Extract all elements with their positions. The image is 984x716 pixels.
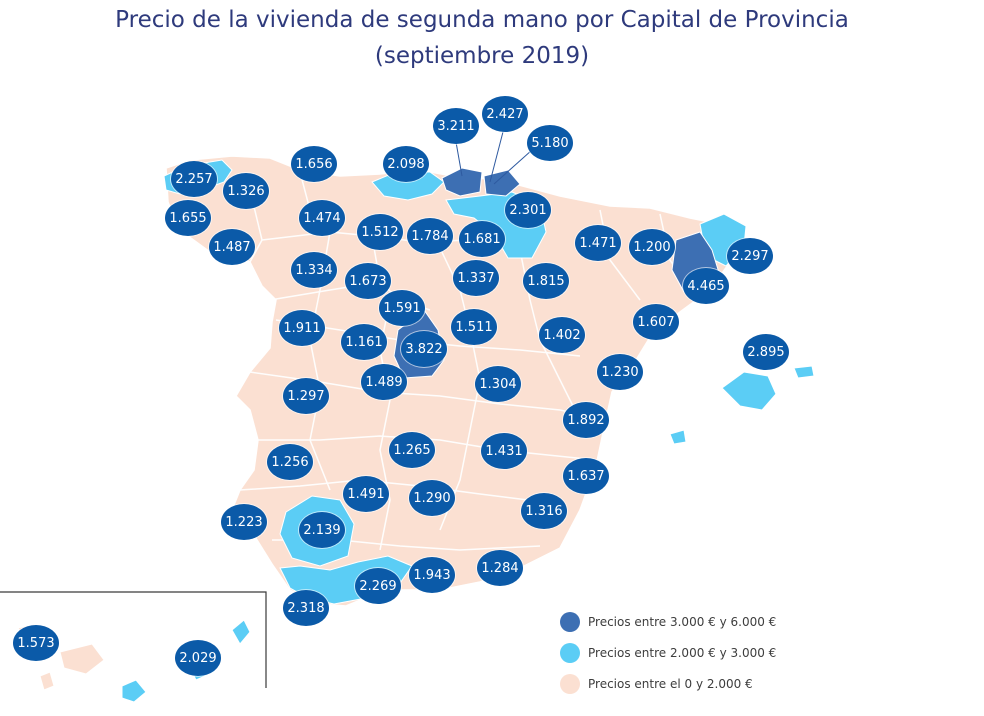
legend-item-mid: Precios entre 2.000 € y 3.000 € [560, 637, 776, 668]
legend-swatch-high [560, 611, 580, 632]
price-bubble: 2.427 [482, 96, 528, 132]
price-bubble: 1.911 [279, 310, 325, 346]
legend-swatch-mid [560, 642, 580, 663]
map-title-line1: Precio de la vivienda de segunda mano po… [115, 7, 849, 33]
price-bubble: 1.487 [209, 229, 255, 265]
legend-label-low: Precios entre el 0 y 2.000 € [588, 676, 753, 691]
price-bubble: 3.211 [433, 108, 479, 144]
price-bubble: 1.334 [291, 252, 337, 288]
price-bubble: 1.474 [299, 200, 345, 236]
price-bubble: 1.892 [563, 402, 609, 438]
price-bubble: 1.815 [523, 263, 569, 299]
price-bubble: 1.512 [357, 214, 403, 250]
legend: Precios entre 3.000 € y 6.000 € Precios … [560, 606, 776, 699]
price-bubble: 2.029 [175, 640, 221, 676]
price-bubble: 5.180 [527, 125, 573, 161]
map-title-line2: (septiembre 2019) [374, 43, 590, 69]
island-menorca [793, 365, 815, 379]
price-bubble: 2.318 [283, 590, 329, 626]
price-bubble: 1.316 [521, 493, 567, 529]
island-mallorca [721, 371, 777, 411]
price-bubble: 1.681 [459, 221, 505, 257]
price-bubble: 2.257 [171, 161, 217, 197]
legend-item-low: Precios entre el 0 y 2.000 € [560, 668, 776, 699]
price-bubble: 2.269 [355, 568, 401, 604]
price-bubble: 1.223 [221, 504, 267, 540]
price-bubble: 1.943 [409, 557, 455, 593]
price-bubble: 2.297 [727, 238, 773, 274]
legend-label-high: Precios entre 3.000 € y 6.000 € [588, 614, 777, 629]
basque-leader-lines [455, 127, 533, 185]
price-bubble: 1.637 [563, 458, 609, 494]
price-bubble: 1.655 [165, 200, 211, 236]
price-bubble: 3.822 [401, 331, 447, 367]
legend-swatch-low [560, 673, 580, 694]
price-bubble: 1.673 [345, 263, 391, 299]
price-bubble: 1.656 [291, 146, 337, 182]
price-bubble: 1.265 [389, 432, 435, 468]
legend-label-mid: Precios entre 2.000 € y 3.000 € [588, 645, 777, 660]
price-bubble: 1.431 [481, 433, 527, 469]
price-bubble: 1.489 [361, 364, 407, 400]
price-bubble: 2.301 [505, 192, 551, 228]
price-bubble: 1.573 [13, 625, 59, 661]
price-bubble: 1.290 [409, 480, 455, 516]
price-bubble: 1.230 [597, 354, 643, 390]
price-bubble: 1.200 [629, 229, 675, 265]
price-bubble: 2.098 [383, 146, 429, 182]
price-bubble: 2.895 [743, 334, 789, 370]
price-bubble: 1.471 [575, 225, 621, 261]
canary-inset-frame [0, 591, 267, 688]
price-bubble: 1.591 [379, 290, 425, 326]
map-title: Precio de la vivienda de segunda mano po… [0, 2, 964, 74]
price-bubble: 1.511 [451, 309, 497, 345]
price-bubble: 4.465 [683, 268, 729, 304]
price-bubble: 1.784 [407, 218, 453, 254]
price-bubble: 1.607 [633, 304, 679, 340]
region-bizkaia [441, 167, 483, 197]
price-bubble: 1.304 [475, 366, 521, 402]
price-bubble: 1.402 [539, 317, 585, 353]
island-ibiza [669, 429, 687, 445]
price-bubble: 2.139 [299, 512, 345, 548]
legend-item-high: Precios entre 3.000 € y 6.000 € [560, 606, 776, 637]
price-bubble: 1.297 [283, 378, 329, 414]
price-bubble: 1.161 [341, 324, 387, 360]
price-bubble: 1.256 [267, 444, 313, 480]
region-gipuzkoa [483, 169, 521, 197]
price-bubble: 1.337 [453, 260, 499, 296]
price-bubble: 1.326 [223, 173, 269, 209]
price-bubble: 1.491 [343, 476, 389, 512]
price-bubble: 1.284 [477, 550, 523, 586]
